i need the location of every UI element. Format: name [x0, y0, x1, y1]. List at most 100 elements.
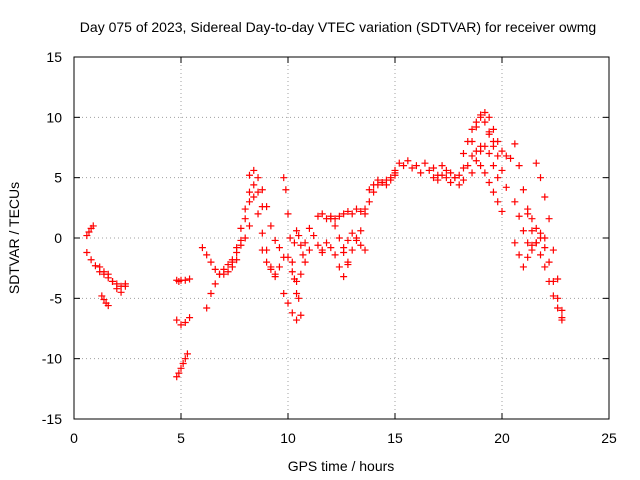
data-point [481, 109, 489, 117]
series-arc-aj [511, 239, 536, 271]
data-point [412, 162, 420, 170]
data-point [481, 118, 489, 126]
y-tick-label: 0 [54, 230, 62, 246]
series-arc-z [395, 147, 480, 179]
data-point [293, 227, 301, 235]
data-point [109, 277, 117, 285]
data-point [519, 227, 527, 235]
x-tick-label: 25 [601, 430, 617, 446]
data-point [545, 258, 553, 266]
data-point [113, 285, 121, 293]
data-point [284, 253, 292, 261]
data-point [282, 186, 290, 194]
data-point [468, 169, 476, 177]
data-point [442, 166, 450, 174]
series-arc-ag [498, 147, 515, 162]
data-point [181, 276, 189, 284]
series-arc-ah [511, 140, 566, 322]
data-point [357, 227, 365, 235]
data-point [485, 178, 493, 186]
data-point [299, 251, 307, 259]
axes [73, 56, 610, 420]
data-point [241, 215, 249, 223]
data-point [485, 150, 493, 158]
data-point [391, 166, 399, 174]
data-point [524, 239, 532, 247]
data-point [481, 142, 489, 150]
data-point [489, 125, 497, 133]
series-arc-p [284, 246, 313, 285]
data-point [173, 316, 181, 324]
data-point [511, 239, 519, 247]
data-point [498, 147, 506, 155]
series-arc-e [173, 275, 194, 285]
data-point [293, 277, 301, 285]
data-point [323, 239, 331, 247]
data-point [524, 253, 532, 261]
data-point [417, 169, 425, 177]
data-point [348, 246, 356, 254]
data-point [477, 162, 485, 170]
data-point [280, 290, 288, 298]
series-arc-m [258, 246, 288, 278]
data-point [254, 174, 262, 182]
y-tick-labels: -15 -10 -5 0 5 10 15 [42, 49, 62, 427]
series-arc-i [198, 244, 236, 278]
data-point [558, 316, 566, 324]
data-point [245, 222, 253, 230]
series-arc-k [233, 193, 279, 281]
data-point [442, 174, 450, 182]
data-point [254, 188, 262, 196]
data-point [494, 174, 502, 182]
data-point [537, 251, 545, 259]
data-point [340, 210, 348, 218]
data-point [305, 224, 313, 232]
data-point [404, 157, 412, 165]
data-point [519, 263, 527, 271]
series-arc-w [361, 169, 399, 218]
data-point [477, 147, 485, 155]
data-point [485, 130, 493, 138]
data-point [515, 162, 523, 170]
data-point [173, 373, 181, 381]
y-tick-label: 5 [54, 170, 62, 186]
data-point [186, 314, 194, 322]
data-point [447, 178, 455, 186]
data-point [357, 207, 365, 215]
data-point [254, 210, 262, 218]
data-point [344, 258, 352, 266]
data-point [352, 205, 360, 213]
data-point [211, 265, 219, 273]
data-point [434, 176, 442, 184]
data-point [344, 236, 352, 244]
data-point [295, 232, 303, 240]
data-point [318, 210, 326, 218]
series-arc-y [391, 142, 485, 182]
data-point [284, 210, 292, 218]
y-tick-label: 15 [46, 49, 62, 65]
data-point [267, 222, 275, 230]
data-point [288, 268, 296, 276]
data-point [297, 311, 305, 319]
data-point [498, 166, 506, 174]
data-point [528, 241, 536, 249]
data-point [485, 113, 493, 121]
data-point [314, 241, 322, 249]
data-point [528, 215, 536, 223]
data-point [519, 186, 527, 194]
data-point [203, 304, 211, 312]
data-point [250, 166, 258, 174]
series-arc-d [98, 292, 112, 310]
data-point [271, 270, 279, 278]
data-point [290, 239, 298, 247]
series-arc-ad [468, 142, 502, 182]
data-point [348, 229, 356, 237]
data-point [554, 304, 562, 312]
x-tick-label: 5 [177, 430, 185, 446]
data-point [310, 232, 318, 240]
data-point [181, 318, 189, 326]
x-tick-label: 15 [387, 430, 403, 446]
data-point [89, 222, 97, 230]
data-point [275, 244, 283, 252]
